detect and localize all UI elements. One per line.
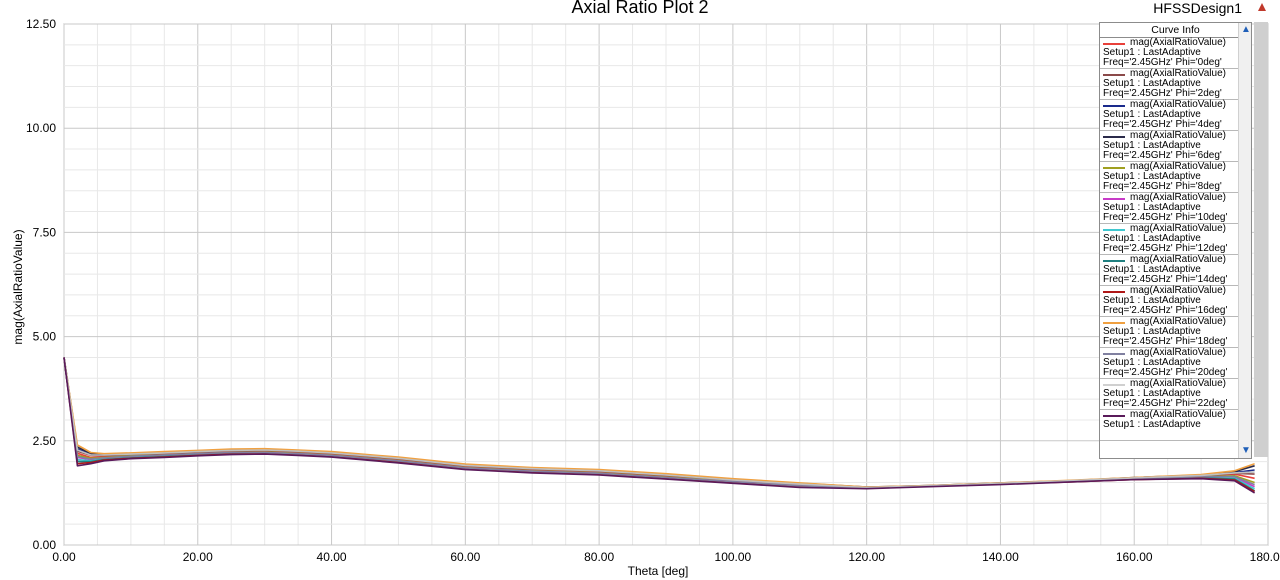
x-axis-label: Theta [deg] xyxy=(628,564,689,578)
y-tick-label: 5.00 xyxy=(33,330,57,344)
legend-entry[interactable]: mag(AxialRatioValue) Setup1 : LastAdaptiv… xyxy=(1100,224,1238,255)
legend-swatch xyxy=(1103,384,1125,386)
legend-entry-setup: Setup1 : LastAdaptive xyxy=(1103,388,1201,399)
x-tick-label: 120.00 xyxy=(848,550,885,564)
legend-entry-expression: mag(AxialRatioValue) xyxy=(1130,285,1226,296)
y-tick-label: 0.00 xyxy=(33,538,57,552)
legend-entry-setup: Setup1 : LastAdaptive xyxy=(1103,78,1201,89)
legend-entry-params: Freq='2.45GHz' Phi='0deg' xyxy=(1103,57,1222,68)
series-line[interactable] xyxy=(63,357,1255,489)
legend-entry-params: Freq='2.45GHz' Phi='12deg' xyxy=(1103,243,1228,254)
series-line[interactable] xyxy=(63,357,1256,494)
legend-entry-params: Freq='2.45GHz' Phi='4deg' xyxy=(1103,119,1222,130)
legend-entry-params: Freq='2.45GHz' Phi='8deg' xyxy=(1103,181,1222,192)
legend-entry-setup: Setup1 : LastAdaptive xyxy=(1103,171,1201,182)
legend-swatch xyxy=(1103,198,1125,200)
x-tick-label: 20.00 xyxy=(183,550,213,564)
y-tick-label: 12.50 xyxy=(26,17,56,31)
legend-entry-setup: Setup1 : LastAdaptive xyxy=(1103,140,1201,151)
legend-entry[interactable]: mag(AxialRatioValue) Setup1 : LastAdaptiv… xyxy=(1100,348,1238,379)
legend-title: Curve Info xyxy=(1100,23,1251,38)
legend-entry-expression: mag(AxialRatioValue) xyxy=(1130,99,1226,110)
legend-entry-expression: mag(AxialRatioValue) xyxy=(1130,347,1226,358)
legend-scrollbar[interactable]: ▲ ▼ xyxy=(1238,23,1251,458)
x-tick-label: 140.00 xyxy=(982,550,1019,564)
legend-entry-params: Freq='2.45GHz' Phi='6deg' xyxy=(1103,150,1222,161)
legend-entry-expression: mag(AxialRatioValue) xyxy=(1130,37,1226,48)
legend-entry-params: Freq='2.45GHz' Phi='20deg' xyxy=(1103,367,1228,378)
legend-swatch xyxy=(1103,291,1125,293)
legend-entry[interactable]: mag(AxialRatioValue) Setup1 : LastAdaptiv… xyxy=(1100,379,1238,410)
legend-swatch xyxy=(1103,353,1125,355)
legend-entry[interactable]: mag(AxialRatioValue) Setup1 : LastAdaptiv… xyxy=(1100,69,1238,100)
legend-entry-setup: Setup1 : LastAdaptive xyxy=(1103,295,1201,306)
legend-swatch xyxy=(1103,260,1125,262)
legend-swatch xyxy=(1103,167,1125,169)
x-tick-label: 0.00 xyxy=(52,550,76,564)
x-tick-label: 60.00 xyxy=(450,550,480,564)
design-name: HFSSDesign1 xyxy=(1153,0,1242,16)
legend-entry[interactable]: mag(AxialRatioValue) Setup1 : LastAdaptiv… xyxy=(1100,255,1238,286)
chart-title: Axial Ratio Plot 2 xyxy=(571,0,709,17)
legend-entry-setup: Setup1 : LastAdaptive xyxy=(1103,47,1201,58)
scroll-up-icon[interactable]: ▲ xyxy=(1241,24,1251,35)
legend-entry-expression: mag(AxialRatioValue) xyxy=(1130,68,1226,79)
legend-panel[interactable]: Curve Info mag(AxialRatioValue) Setup1 : … xyxy=(1099,22,1252,459)
legend-swatch xyxy=(1103,136,1125,138)
legend-entry-expression: mag(AxialRatioValue) xyxy=(1130,378,1226,389)
legend-entry-expression: mag(AxialRatioValue) xyxy=(1130,254,1226,265)
x-tick-label: 40.00 xyxy=(317,550,347,564)
x-tick-label: 100.00 xyxy=(715,550,752,564)
legend-entry[interactable]: mag(AxialRatioValue) Setup1 : LastAdaptiv… xyxy=(1100,100,1238,131)
legend-list: mag(AxialRatioValue) Setup1 : LastAdaptiv… xyxy=(1100,38,1238,441)
legend-swatch xyxy=(1103,43,1125,45)
y-tick-label: 7.50 xyxy=(33,225,57,239)
legend-swatch xyxy=(1103,415,1125,417)
legend-entry[interactable]: mag(AxialRatioValue) Setup1 : LastAdaptiv… xyxy=(1100,162,1238,193)
legend-entry-setup: Setup1 : LastAdaptive xyxy=(1103,264,1201,275)
legend-entry-params: Freq='2.45GHz' Phi='18deg' xyxy=(1103,336,1228,347)
legend-entry-params xyxy=(1103,430,1238,440)
legend-entry-expression: mag(AxialRatioValue) xyxy=(1130,223,1226,234)
x-tick-label: 160.00 xyxy=(1116,550,1153,564)
legend-entry-expression: mag(AxialRatioValue) xyxy=(1130,130,1226,141)
legend-entry[interactable]: mag(AxialRatioValue) Setup1 : LastAdaptiv… xyxy=(1100,410,1238,441)
legend-entry-params: Freq='2.45GHz' Phi='22deg' xyxy=(1103,398,1228,409)
legend-entry-params: Freq='2.45GHz' Phi='16deg' xyxy=(1103,305,1228,316)
legend-entry-setup: Setup1 : LastAdaptive xyxy=(1103,233,1201,244)
y-tick-label: 2.50 xyxy=(33,434,57,448)
warning-icon[interactable] xyxy=(1258,3,1266,11)
scroll-down-icon[interactable]: ▼ xyxy=(1241,445,1251,456)
legend-entry-setup: Setup1 : LastAdaptive xyxy=(1103,109,1201,120)
legend-entry-setup: Setup1 : LastAdaptive xyxy=(1103,419,1201,430)
legend-entry-expression: mag(AxialRatioValue) xyxy=(1130,161,1226,172)
legend-entry-params: Freq='2.45GHz' Phi='14deg' xyxy=(1103,274,1228,285)
legend-entry-setup: Setup1 : LastAdaptive xyxy=(1103,357,1201,368)
y-tick-label: 10.00 xyxy=(26,121,56,135)
legend-swatch xyxy=(1103,105,1125,107)
legend-entry[interactable]: mag(AxialRatioValue) Setup1 : LastAdaptiv… xyxy=(1100,286,1238,317)
legend-entry-expression: mag(AxialRatioValue) xyxy=(1130,409,1226,420)
legend-entry-expression: mag(AxialRatioValue) xyxy=(1130,192,1226,203)
y-axis-label: mag(AxialRatioValue) xyxy=(11,229,25,344)
legend-entry-expression: mag(AxialRatioValue) xyxy=(1130,316,1226,327)
legend-swatch xyxy=(1103,74,1125,76)
side-panel-bar[interactable] xyxy=(1254,22,1268,457)
axis-ticks: 0.00 20.00 40.00 60.00 80.00 100.00 120.00 140.… xyxy=(26,17,1280,564)
series-group xyxy=(63,357,1256,494)
legend-entry-params: Freq='2.45GHz' Phi='2deg' xyxy=(1103,88,1222,99)
legend-entry-params: Freq='2.45GHz' Phi='10deg' xyxy=(1103,212,1228,223)
legend-entry[interactable]: mag(AxialRatioValue) Setup1 : LastAdaptiv… xyxy=(1100,131,1238,162)
legend-entry[interactable]: mag(AxialRatioValue) Setup1 : LastAdaptiv… xyxy=(1100,193,1238,224)
legend-entry-setup: Setup1 : LastAdaptive xyxy=(1103,202,1201,213)
legend-entry-setup: Setup1 : LastAdaptive xyxy=(1103,326,1201,337)
legend-swatch xyxy=(1103,229,1125,231)
legend-entry[interactable]: mag(AxialRatioValue) Setup1 : LastAdaptiv… xyxy=(1100,317,1238,348)
legend-swatch xyxy=(1103,322,1125,324)
x-tick-label: 180.00 xyxy=(1250,550,1280,564)
x-tick-label: 80.00 xyxy=(584,550,614,564)
legend-entry[interactable]: mag(AxialRatioValue) Setup1 : LastAdaptiv… xyxy=(1100,38,1238,69)
